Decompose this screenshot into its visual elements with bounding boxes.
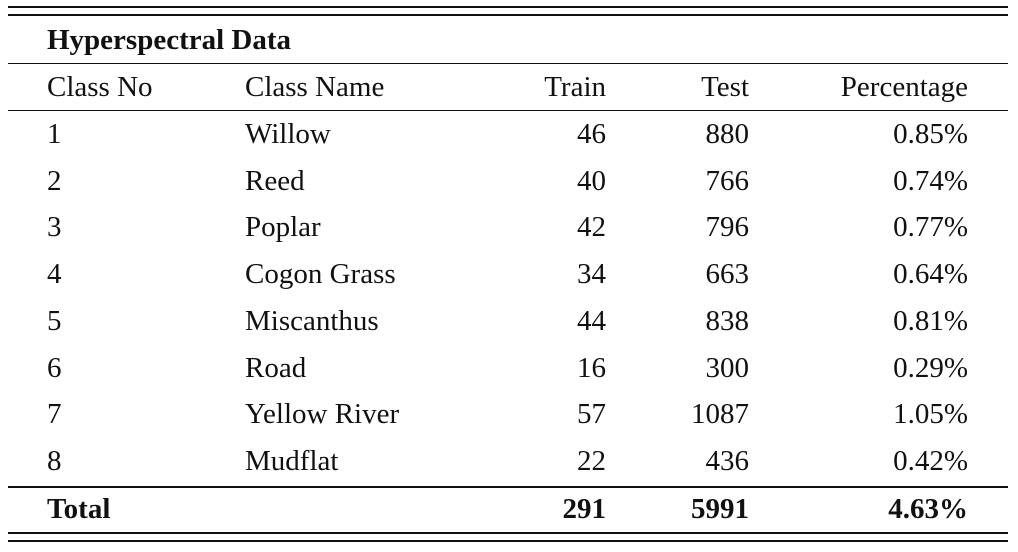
table-cell: Mudflat [245,444,339,477]
column-header: Train [544,71,606,103]
table-cell: 34 [577,258,606,291]
table-cell: 0.74% [893,164,968,197]
column-header: Test [701,71,749,103]
table-cell: 880 [705,118,750,150]
total-cell: 291 [562,493,607,525]
table-cell: 7 [47,398,62,431]
title-rule [8,63,1008,64]
column-header: Class No [47,71,153,103]
table-cell: 5 [47,304,62,337]
table-cell: 46 [577,118,606,150]
table-cell: 0.29% [893,351,968,384]
table-cell: Willow [245,118,331,150]
table-cell: 40 [577,164,606,197]
total-cell: 4.63% [888,493,968,525]
header-rule [8,110,1008,111]
table-cell: 42 [577,211,606,244]
table-title: Hyperspectral Data [47,24,292,56]
table-cell: 300 [705,351,750,384]
table-cell: 16 [577,351,606,384]
table-cell: Cogon Grass [245,258,396,291]
table-cell: 766 [705,164,750,197]
table-cell: 0.42% [893,444,968,477]
table-cell: 44 [577,304,606,337]
table-cell: Yellow River [245,398,400,431]
table-cell: 436 [705,444,750,477]
column-header: Class Name [245,71,385,103]
total-label: Total [47,493,111,525]
table-cell: 663 [705,258,750,291]
table-cell: 0.85% [893,118,968,150]
top-rule [8,6,1008,8]
table-cell: 0.81% [893,304,968,337]
column-header: Percentage [840,71,968,103]
total-rule [8,486,1008,488]
total-cell: 5991 [691,493,749,525]
table-cell: 8 [47,444,62,477]
bottom-rule [8,540,1008,542]
table-cell: 0.64% [893,258,968,291]
bottom-rule [8,532,1008,534]
table-cell: 1087 [691,398,749,431]
table-cell: Miscanthus [245,304,379,337]
table-cell: Reed [245,164,305,197]
table-cell: 0.77% [893,211,968,244]
table-cell: 22 [577,444,606,477]
table-cell: 4 [47,258,62,291]
table-cell: 1.05% [893,398,968,431]
table-cell: Poplar [245,211,321,244]
table-cell: 796 [705,211,750,244]
table-cell: 6 [47,351,62,384]
table-cell: Road [245,351,307,384]
table-cell: 2 [47,164,62,197]
table-cell: 3 [47,211,62,244]
table-cell: 57 [577,398,606,431]
table-cell: 1 [47,118,62,150]
top-rule [8,14,1008,16]
table-cell: 838 [705,304,750,337]
